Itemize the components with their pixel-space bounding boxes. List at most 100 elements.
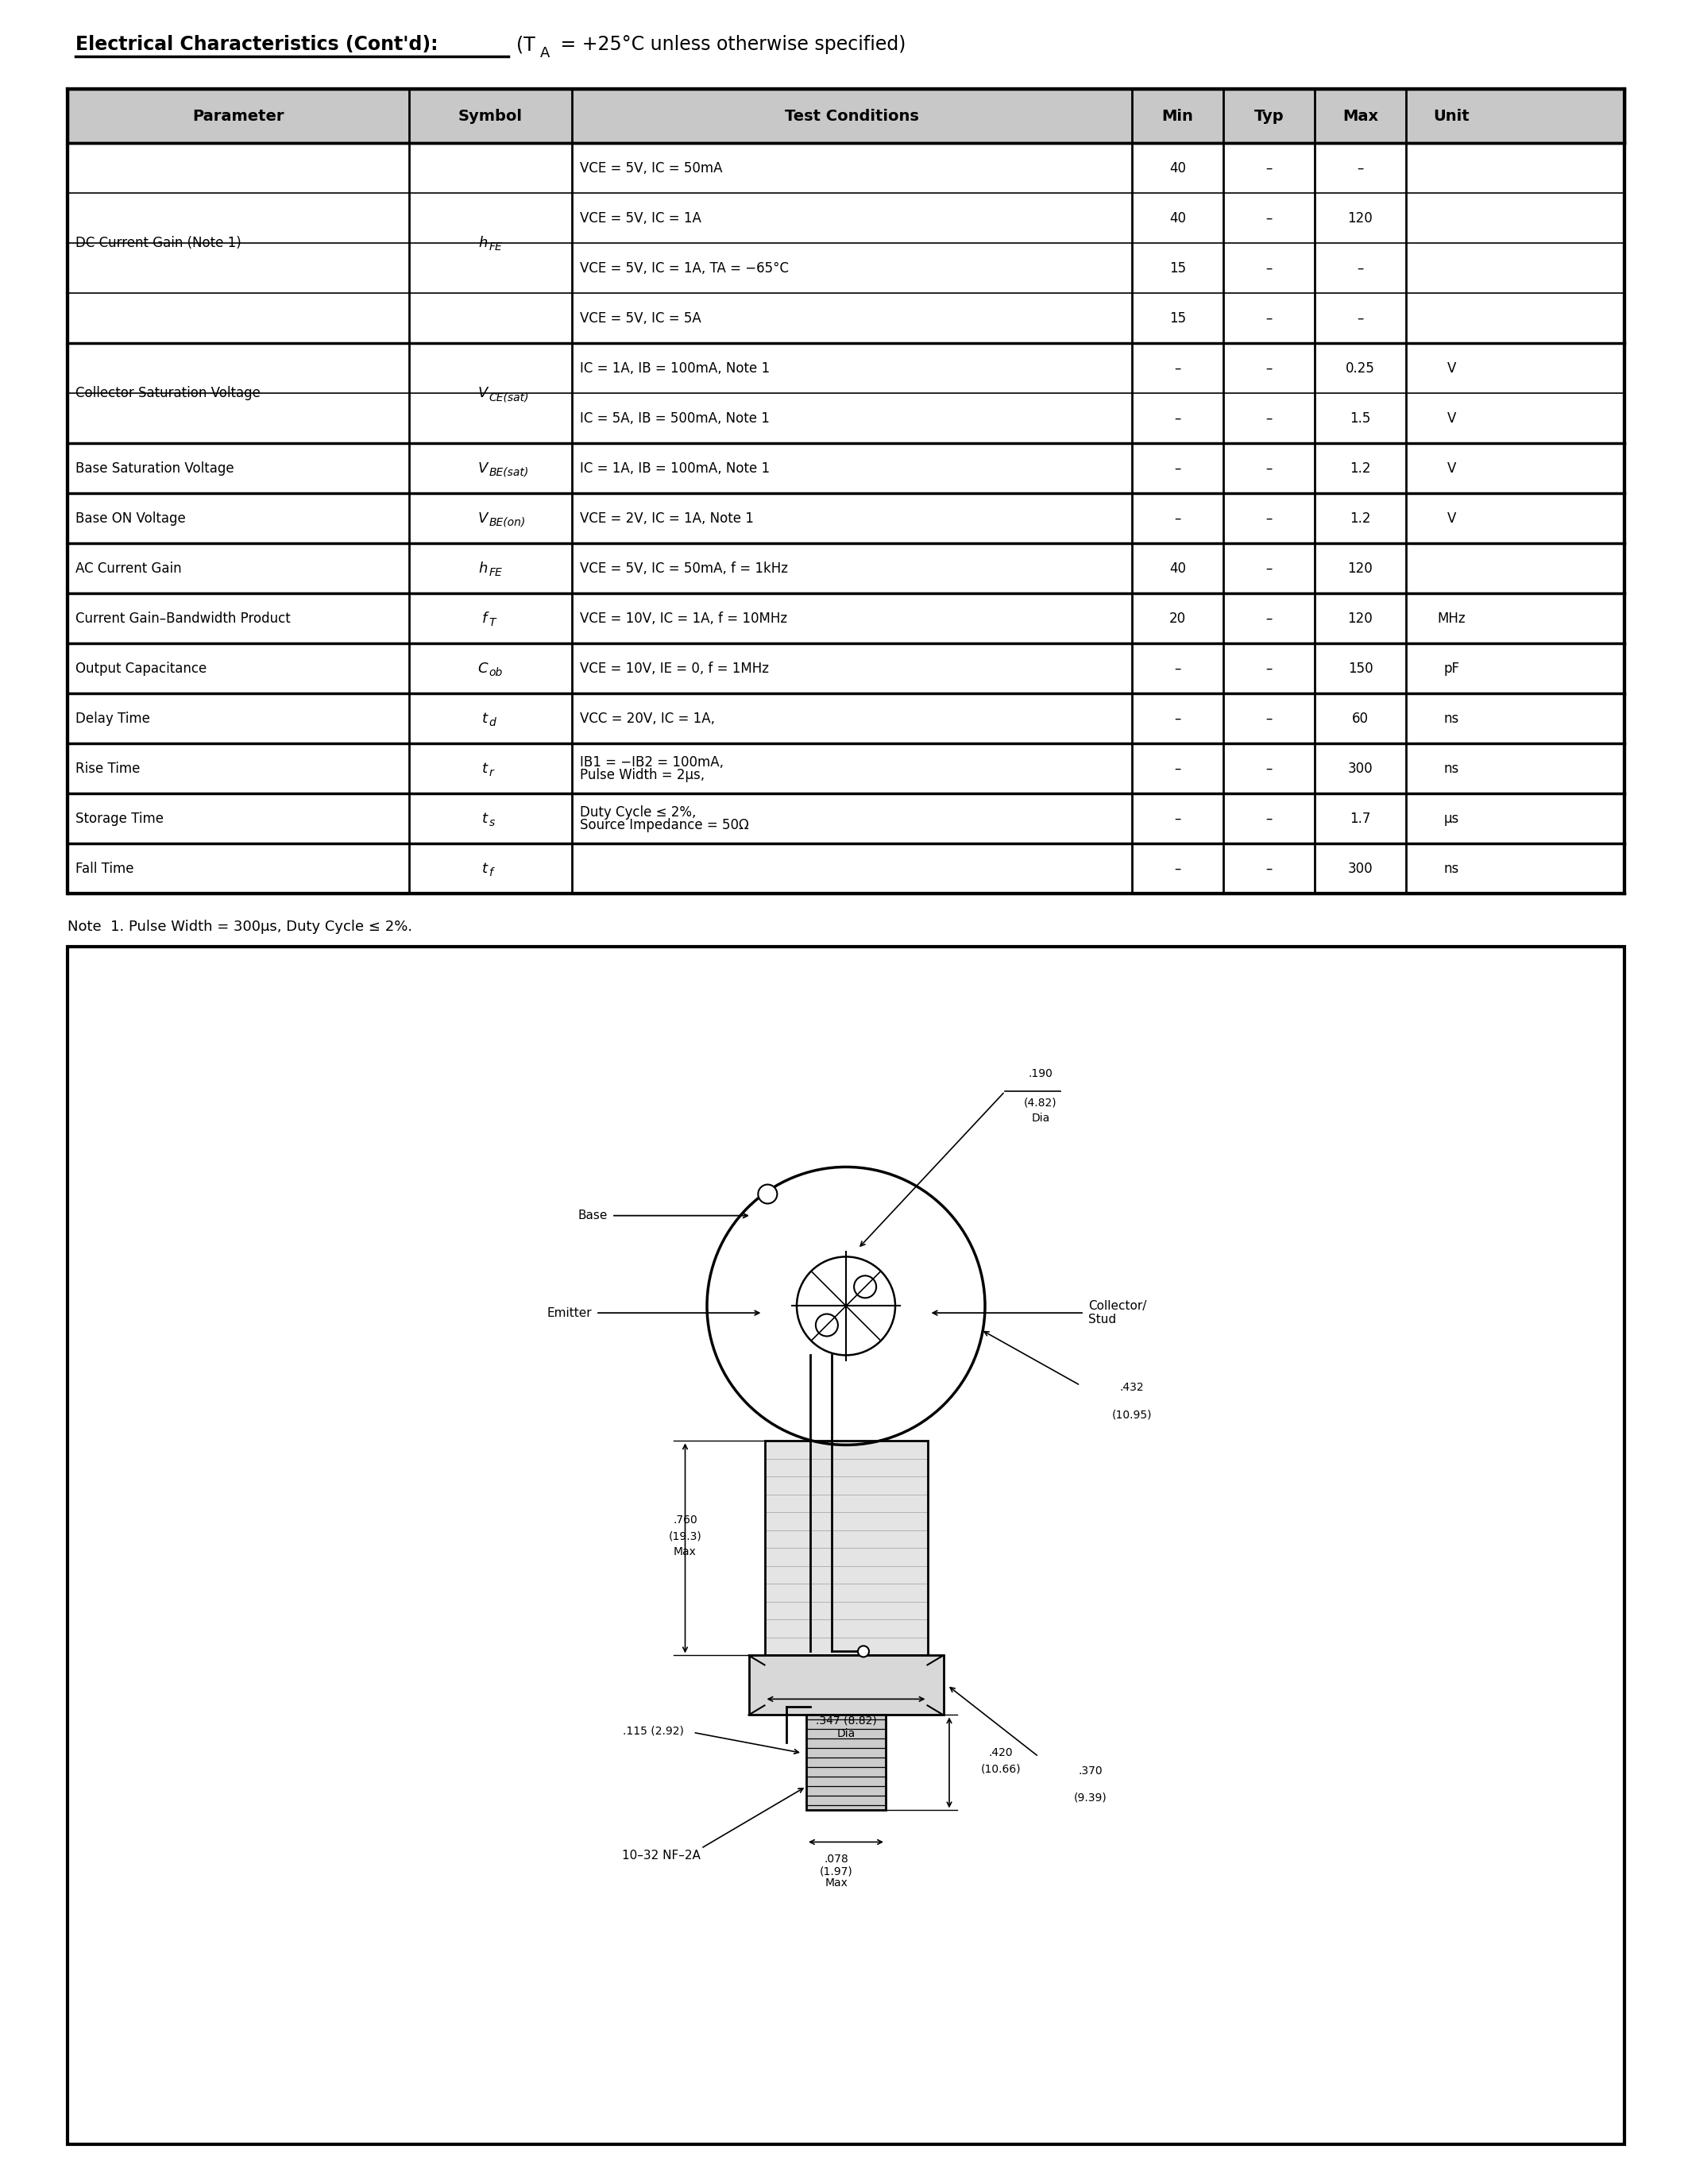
Text: IB1 = −IB2 = 100mA,: IB1 = −IB2 = 100mA,: [581, 756, 724, 769]
Text: –: –: [1357, 260, 1364, 275]
Text: VCE = 5V, IC = 50mA: VCE = 5V, IC = 50mA: [581, 162, 722, 175]
Text: –: –: [1266, 310, 1273, 325]
Text: –: –: [1175, 712, 1182, 725]
Text: .115 (2.92): .115 (2.92): [623, 1725, 684, 1736]
Text: 120: 120: [1347, 212, 1372, 225]
Text: .190: .190: [1028, 1068, 1053, 1079]
Text: t: t: [481, 860, 488, 876]
Text: VCE = 10V, IE = 0, f = 1MHz: VCE = 10V, IE = 0, f = 1MHz: [581, 662, 770, 675]
Text: Fall Time: Fall Time: [76, 860, 133, 876]
Text: T: T: [490, 616, 496, 627]
Text: 15: 15: [1170, 260, 1187, 275]
Text: Min: Min: [1161, 109, 1193, 124]
Text: Output Capacitance: Output Capacitance: [76, 662, 206, 675]
Text: V: V: [1447, 511, 1457, 526]
Circle shape: [858, 1647, 869, 1658]
Text: 1.2: 1.2: [1350, 461, 1371, 476]
Text: Collector/
Stud: Collector/ Stud: [1089, 1299, 1146, 1326]
Text: Parameter: Parameter: [192, 109, 284, 124]
Text: V: V: [1447, 411, 1457, 426]
Text: –: –: [1266, 360, 1273, 376]
Text: VCE = 5V, IC = 1A: VCE = 5V, IC = 1A: [581, 212, 701, 225]
Text: Unit: Unit: [1433, 109, 1470, 124]
Text: –: –: [1175, 411, 1182, 426]
Text: Base Saturation Voltage: Base Saturation Voltage: [76, 461, 235, 476]
Text: A: A: [540, 46, 550, 61]
Text: Base ON Voltage: Base ON Voltage: [76, 511, 186, 526]
Text: Source Impedance = 50Ω: Source Impedance = 50Ω: [581, 817, 749, 832]
Text: (4.82): (4.82): [1025, 1096, 1057, 1107]
Text: VCC = 20V, IC = 1A,: VCC = 20V, IC = 1A,: [581, 712, 716, 725]
Text: VCE = 5V, IC = 50mA, f = 1kHz: VCE = 5V, IC = 50mA, f = 1kHz: [581, 561, 788, 574]
Text: Collector Saturation Voltage: Collector Saturation Voltage: [76, 387, 260, 400]
Bar: [749, 1655, 944, 1714]
Text: Dia: Dia: [1031, 1114, 1050, 1125]
Text: Max: Max: [1342, 109, 1377, 124]
Text: d: d: [490, 716, 496, 727]
Text: –: –: [1266, 762, 1273, 775]
Text: –: –: [1175, 461, 1182, 476]
Text: AC Current Gain: AC Current Gain: [76, 561, 182, 574]
Text: BE(sat): BE(sat): [490, 467, 528, 478]
Text: –: –: [1266, 162, 1273, 175]
Text: –: –: [1175, 511, 1182, 526]
Text: Symbol: Symbol: [459, 109, 523, 124]
Text: t: t: [481, 712, 488, 725]
Text: VCE = 5V, IC = 5A: VCE = 5V, IC = 5A: [581, 310, 701, 325]
Text: = +25°C unless otherwise specified): = +25°C unless otherwise specified): [554, 35, 906, 55]
Text: (9.39): (9.39): [1074, 1793, 1107, 1804]
Text: V: V: [478, 387, 488, 400]
Text: 300: 300: [1347, 762, 1372, 775]
Text: 1.5: 1.5: [1350, 411, 1371, 426]
Text: –: –: [1266, 712, 1273, 725]
Text: 300: 300: [1347, 860, 1372, 876]
Text: Delay Time: Delay Time: [76, 712, 150, 725]
Text: f: f: [490, 867, 493, 878]
Text: (1.97): (1.97): [820, 1865, 852, 1876]
Text: C: C: [478, 662, 488, 675]
Text: –: –: [1175, 360, 1182, 376]
Text: MHz: MHz: [1438, 612, 1465, 625]
Bar: [68, 90, 1624, 893]
Text: 40: 40: [1170, 561, 1187, 574]
Text: CE(sat): CE(sat): [490, 391, 528, 402]
Text: ns: ns: [1443, 762, 1460, 775]
Text: Dia: Dia: [837, 1728, 856, 1741]
Text: BE(on): BE(on): [490, 518, 525, 529]
Circle shape: [758, 1184, 776, 1203]
Text: –: –: [1175, 762, 1182, 775]
Text: .760: .760: [674, 1516, 697, 1527]
Text: (19.3): (19.3): [668, 1531, 702, 1542]
Text: –: –: [1266, 511, 1273, 526]
Text: Storage Time: Storage Time: [76, 810, 164, 826]
Text: IC = 1A, IB = 100mA, Note 1: IC = 1A, IB = 100mA, Note 1: [581, 461, 770, 476]
Text: r: r: [490, 767, 493, 778]
Text: ns: ns: [1443, 860, 1460, 876]
Text: IC = 1A, IB = 100mA, Note 1: IC = 1A, IB = 100mA, Note 1: [581, 360, 770, 376]
Text: –: –: [1266, 561, 1273, 574]
Text: Current Gain–Bandwidth Product: Current Gain–Bandwidth Product: [76, 612, 290, 625]
Text: Pulse Width = 2μs,: Pulse Width = 2μs,: [581, 767, 704, 782]
Text: (10.95): (10.95): [1112, 1409, 1151, 1420]
Text: –: –: [1266, 411, 1273, 426]
Text: 60: 60: [1352, 712, 1369, 725]
Text: 0.25: 0.25: [1345, 360, 1376, 376]
Text: –: –: [1266, 860, 1273, 876]
Text: –: –: [1266, 662, 1273, 675]
Text: (T: (T: [517, 35, 535, 55]
Bar: [765, 1441, 927, 1655]
Text: t: t: [481, 810, 488, 826]
Text: –: –: [1357, 162, 1364, 175]
Text: –: –: [1175, 810, 1182, 826]
Text: 150: 150: [1347, 662, 1372, 675]
Text: 120: 120: [1347, 612, 1372, 625]
Text: Rise Time: Rise Time: [76, 762, 140, 775]
Text: Duty Cycle ≤ 2%,: Duty Cycle ≤ 2%,: [581, 806, 695, 819]
Text: V: V: [1447, 461, 1457, 476]
Text: Base: Base: [577, 1210, 608, 1221]
Text: –: –: [1266, 612, 1273, 625]
Text: –: –: [1266, 212, 1273, 225]
Text: .347 (8.82): .347 (8.82): [815, 1714, 876, 1725]
Text: –: –: [1175, 860, 1182, 876]
Text: .420: .420: [989, 1747, 1013, 1758]
